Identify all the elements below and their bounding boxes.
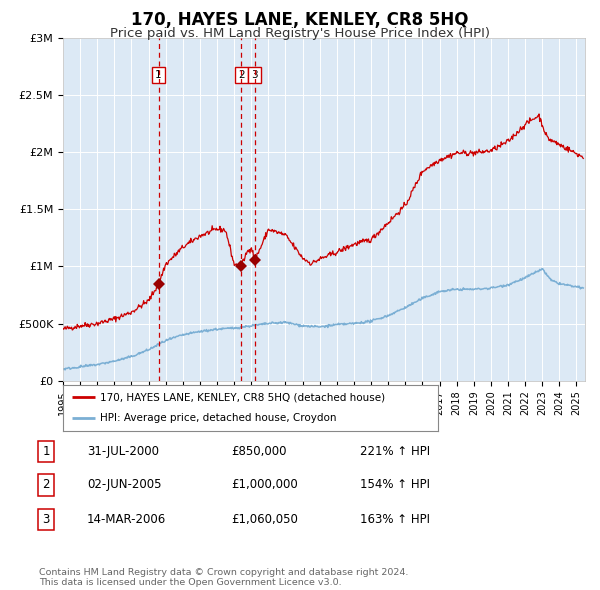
Text: 170, HAYES LANE, KENLEY, CR8 5HQ (detached house): 170, HAYES LANE, KENLEY, CR8 5HQ (detach… [101, 392, 386, 402]
Text: 1: 1 [43, 445, 50, 458]
Text: 221% ↑ HPI: 221% ↑ HPI [360, 445, 430, 458]
Text: 3: 3 [43, 513, 50, 526]
Text: Contains HM Land Registry data © Crown copyright and database right 2024.
This d: Contains HM Land Registry data © Crown c… [39, 568, 409, 587]
Text: 163% ↑ HPI: 163% ↑ HPI [360, 513, 430, 526]
Text: £850,000: £850,000 [231, 445, 287, 458]
Text: 154% ↑ HPI: 154% ↑ HPI [360, 478, 430, 491]
Text: 14-MAR-2006: 14-MAR-2006 [87, 513, 166, 526]
Text: 31-JUL-2000: 31-JUL-2000 [87, 445, 159, 458]
Text: 02-JUN-2005: 02-JUN-2005 [87, 478, 161, 491]
Text: 1: 1 [155, 70, 162, 80]
Text: 2: 2 [43, 478, 50, 491]
Text: 2: 2 [238, 70, 245, 80]
Text: £1,060,050: £1,060,050 [231, 513, 298, 526]
Text: 3: 3 [251, 70, 258, 80]
Text: HPI: Average price, detached house, Croydon: HPI: Average price, detached house, Croy… [101, 413, 337, 423]
Text: £1,000,000: £1,000,000 [231, 478, 298, 491]
Text: Price paid vs. HM Land Registry's House Price Index (HPI): Price paid vs. HM Land Registry's House … [110, 27, 490, 40]
Text: 170, HAYES LANE, KENLEY, CR8 5HQ: 170, HAYES LANE, KENLEY, CR8 5HQ [131, 11, 469, 29]
